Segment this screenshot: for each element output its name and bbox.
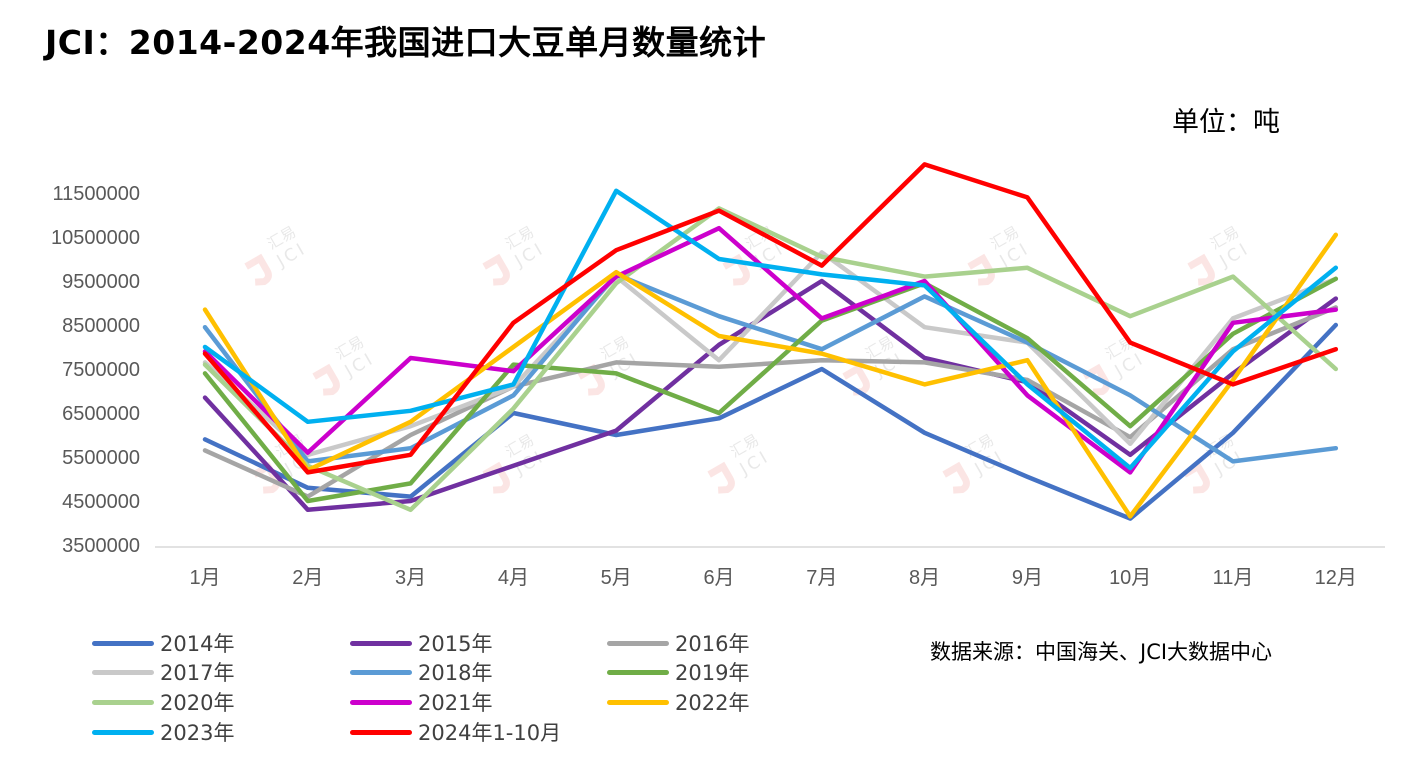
legend-item: 2019年 — [607, 658, 749, 686]
legend-item: 2017年 — [92, 658, 234, 686]
watermark-logo-icon — [482, 461, 510, 494]
legend-label: 2015年 — [418, 632, 493, 656]
y-tick-label: 4500000 — [62, 491, 140, 513]
legend-label: 2018年 — [418, 661, 493, 685]
legend-item: 2021年 — [350, 688, 492, 716]
legend-label: 2020年 — [160, 691, 235, 715]
series-line — [202, 206, 1339, 513]
series-line — [202, 272, 1339, 464]
legend-item: 2016年 — [607, 629, 749, 657]
legend-label: 2021年 — [418, 691, 493, 715]
legend-swatch — [350, 640, 412, 646]
y-tick-label: 10500000 — [51, 227, 140, 249]
y-tick-label: 6500000 — [62, 403, 140, 425]
unit-label: 单位：吨 — [1172, 107, 1280, 138]
legend-label: 2019年 — [675, 661, 750, 685]
x-tick-label: 9月 — [1012, 567, 1043, 589]
x-tick-label: 12月 — [1315, 567, 1357, 589]
x-axis: 1月 2月 3月 4月 5月 6月 7月 8月 9月 10月 11月 12月 — [155, 546, 1385, 589]
series-line — [202, 188, 1339, 471]
series-line — [202, 162, 1339, 475]
y-tick-label: 3500000 — [62, 535, 140, 557]
watermark-logo-icon — [482, 253, 510, 286]
legend-label: 2014年 — [160, 632, 235, 656]
watermark-logo-icon — [1182, 461, 1210, 494]
legend-label: 2016年 — [675, 632, 750, 656]
x-tick-label: 7月 — [806, 567, 837, 589]
legend-swatch — [92, 640, 154, 646]
data-source: 数据来源：中国海关、JCI大数据中心 — [930, 640, 1273, 664]
chart-title: JCI：2014-2024年我国进口大豆单月数量统计 — [45, 23, 767, 62]
legend-swatch — [350, 699, 412, 705]
legend-item: 2022年 — [607, 688, 749, 716]
watermark-logo-icon — [722, 253, 750, 286]
legend-item: 2014年 — [92, 629, 234, 657]
series-line — [202, 276, 1339, 504]
x-tick-label: 4月 — [498, 567, 529, 589]
legend-item: 2015年 — [350, 629, 492, 657]
watermark-logo-icon — [1187, 253, 1215, 286]
y-axis: 3500000 4500000 5500000 6500000 7500000 85000… — [51, 183, 140, 557]
legend-swatch — [92, 669, 154, 675]
x-tick-label: 1月 — [189, 567, 220, 589]
x-tick-label: 11月 — [1213, 567, 1254, 589]
watermark-logo-icon — [577, 363, 605, 396]
watermark-logo-icon — [842, 363, 870, 396]
legend-label: 2023年 — [160, 721, 235, 745]
watermark-logo-icon — [312, 363, 340, 396]
x-tick-label: 2月 — [292, 567, 323, 589]
watermark-logo-icon — [707, 461, 735, 494]
watermark-logo-icon — [244, 253, 272, 286]
y-tick-label: 8500000 — [62, 315, 140, 337]
x-tick-label: 8月 — [909, 567, 940, 589]
legend-item: 2024年1-10月 — [350, 718, 561, 746]
x-tick-label: 3月 — [395, 567, 426, 589]
series-lines — [202, 162, 1339, 521]
legend-swatch — [607, 640, 669, 646]
y-tick-label: 5500000 — [62, 447, 140, 469]
legend-swatch — [607, 699, 669, 705]
watermark-logo-icon — [942, 461, 970, 494]
series-line — [202, 322, 1339, 521]
legend-item: 2020年 — [92, 688, 234, 716]
legend-swatch — [92, 699, 154, 705]
legend-label: 2024年1-10月 — [418, 721, 562, 745]
legend-swatch — [350, 729, 412, 735]
series-line — [202, 232, 1339, 519]
legend-label: 2022年 — [675, 691, 750, 715]
legend-item: 2018年 — [350, 658, 492, 686]
x-tick-label: 10月 — [1109, 567, 1151, 589]
x-tick-label: 5月 — [601, 567, 632, 589]
y-tick-label: 9500000 — [62, 271, 140, 293]
x-tick-label: 6月 — [703, 567, 734, 589]
legend-label: 2017年 — [160, 661, 235, 685]
legend-swatch — [92, 729, 154, 735]
legend-item: 2023年 — [92, 718, 234, 746]
y-tick-label: 11500000 — [53, 183, 141, 205]
y-tick-label: 7500000 — [62, 359, 140, 381]
legend-swatch — [350, 669, 412, 675]
legend-swatch — [607, 669, 669, 675]
